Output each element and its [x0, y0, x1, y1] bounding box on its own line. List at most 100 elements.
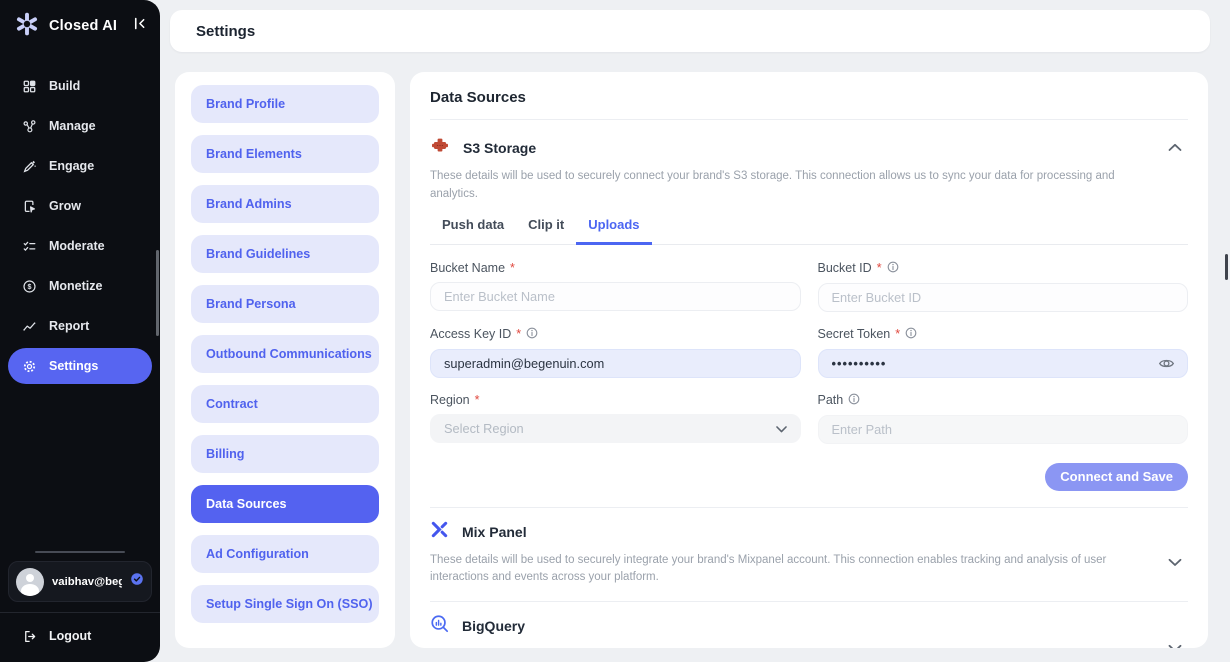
tab-uploads[interactable]: Uploads: [576, 217, 652, 245]
bigquery-section-title: BigQuery: [462, 618, 526, 635]
subnav-label: Billing: [206, 447, 245, 461]
mixpanel-section: Mix Panel These details will be used to …: [430, 520, 1188, 588]
s3-storage-icon: [430, 135, 450, 160]
sidebar-item-settings[interactable]: Settings: [8, 348, 152, 384]
expand-section-icon[interactable]: [1168, 554, 1182, 572]
tab-push-data[interactable]: Push data: [442, 216, 505, 232]
phone-arrow-icon: [21, 198, 37, 214]
subnav-label: Brand Persona: [206, 297, 296, 311]
show-password-icon[interactable]: [1158, 355, 1175, 377]
subnav-item-contract[interactable]: Contract: [191, 385, 379, 423]
subnav-item-sso[interactable]: Setup Single Sign On (SSO): [191, 585, 379, 623]
grid-icon: [21, 78, 37, 94]
sidebar-item-report[interactable]: Report: [8, 308, 152, 344]
user-account-card[interactable]: vaibhav@begenu...: [8, 561, 152, 602]
region-select-placeholder: Select Region: [444, 420, 524, 436]
secret-token-input[interactable]: [817, 348, 1188, 378]
subnav-item-billing[interactable]: Billing: [191, 435, 379, 473]
access-key-id-input[interactable]: [430, 348, 801, 378]
sidebar-item-label: Moderate: [49, 239, 105, 253]
subnav-item-data-sources[interactable]: Data Sources: [191, 485, 379, 523]
content-title: Data Sources: [430, 89, 526, 106]
subnav-label: Brand Admins: [206, 197, 292, 211]
sidebar-item-build[interactable]: Build: [8, 68, 152, 104]
data-sources-panel: Data Sources S3: [410, 72, 1208, 648]
sidebar-item-label: Report: [49, 319, 90, 333]
subnav-label: Brand Guidelines: [206, 247, 311, 261]
sidebar-item-manage[interactable]: Manage: [8, 108, 152, 144]
logout-label: Logout: [49, 629, 92, 643]
s3-form: Bucket Name* Bucket ID*: [430, 261, 1188, 444]
mixpanel-section-title: Mix Panel: [462, 523, 527, 540]
sidebar-item-grow[interactable]: Grow: [8, 188, 152, 224]
s3-section-description: These details will be used to securely c…: [430, 170, 1115, 200]
settings-subnav: Brand Profile Brand Elements Brand Admin…: [175, 72, 395, 648]
info-icon[interactable]: [848, 393, 860, 408]
primary-nav: Build Manage: [0, 52, 160, 551]
bigquery-section: BigQuery These details securely connect …: [430, 614, 1188, 648]
subnav-item-brand-persona[interactable]: Brand Persona: [191, 285, 379, 323]
subnav-label: Data Sources: [206, 497, 287, 511]
dollar-circle-icon: $: [21, 278, 37, 294]
bucket-name-label: Bucket Name *: [430, 260, 515, 275]
subnav-item-ad-configuration[interactable]: Ad Configuration: [191, 535, 379, 573]
sidebar-collapse-icon[interactable]: [132, 16, 147, 36]
sidebar-item-label: Grow: [49, 199, 81, 213]
window-scrollbar[interactable]: [1225, 254, 1228, 280]
s3-tabs: Push data Clip it Uploads: [430, 217, 1188, 245]
sidebar-item-label: Build: [49, 79, 81, 93]
divider: [0, 612, 160, 613]
sidebar-item-label: Engage: [49, 159, 95, 173]
divider: [430, 119, 1188, 120]
brand-logo-icon: [14, 11, 40, 42]
bucket-name-input[interactable]: [430, 281, 801, 311]
checklist-icon: [21, 238, 37, 254]
subnav-item-brand-profile[interactable]: Brand Profile: [191, 85, 379, 123]
divider: [430, 601, 1188, 603]
subnav-label: Contract: [206, 397, 258, 411]
subnav-item-brand-elements[interactable]: Brand Elements: [191, 135, 379, 173]
info-icon[interactable]: [526, 327, 538, 342]
divider: [35, 551, 125, 553]
s3-storage-section: S3 Storage These details will be used to…: [430, 135, 1188, 491]
brand-name: Closed AI: [49, 18, 118, 34]
sidebar-item-engage[interactable]: Engage: [8, 148, 152, 184]
subnav-item-outbound-communications[interactable]: Outbound Communications: [191, 335, 379, 373]
tab-clip-it[interactable]: Clip it: [528, 216, 565, 232]
info-icon[interactable]: [905, 327, 917, 342]
sidebar-item-label: Settings: [49, 359, 99, 373]
sidebar-scrollbar[interactable]: [156, 250, 159, 336]
verified-badge-icon: [130, 572, 144, 591]
chart-line-icon: [21, 318, 37, 334]
s3-section-title: S3 Storage: [463, 139, 537, 156]
bigquery-section-description: These details securely connect your bran…: [430, 646, 1188, 648]
path-input[interactable]: [817, 414, 1188, 444]
page-header: Settings: [170, 10, 1210, 52]
sidebar-item-monetize[interactable]: $ Monetize: [8, 268, 152, 304]
path-label: Path: [818, 393, 1189, 408]
logout-button[interactable]: Logout: [8, 622, 152, 654]
sidebar-item-label: Monetize: [49, 279, 103, 293]
bucket-id-input[interactable]: [817, 282, 1188, 312]
sidebar-item-moderate[interactable]: Moderate: [8, 228, 152, 264]
subnav-item-brand-admins[interactable]: Brand Admins: [191, 185, 379, 223]
svg-text:$: $: [27, 283, 31, 291]
user-email: vaibhav@begenu...: [52, 575, 122, 588]
chevron-down-icon: [775, 421, 787, 436]
expand-section-icon[interactable]: [1168, 640, 1182, 648]
bigquery-icon: [430, 614, 449, 638]
sidebar-item-label: Manage: [49, 119, 96, 133]
subnav-label: Brand Elements: [206, 147, 302, 161]
region-select[interactable]: Select Region: [430, 413, 801, 443]
collapse-section-icon[interactable]: [1168, 139, 1182, 157]
subnav-item-brand-guidelines[interactable]: Brand Guidelines: [191, 235, 379, 273]
region-label: Region *: [430, 392, 480, 407]
primary-sidebar: Closed AI Build: [0, 0, 160, 662]
pen-sparkle-icon: [21, 158, 37, 174]
secret-token-label: Secret Token *: [818, 327, 1189, 342]
subnav-label: Ad Configuration: [206, 547, 309, 561]
info-icon[interactable]: [887, 261, 899, 276]
connect-and-save-button[interactable]: Connect and Save: [1045, 462, 1188, 491]
bucket-id-label: Bucket ID *: [818, 261, 1189, 276]
